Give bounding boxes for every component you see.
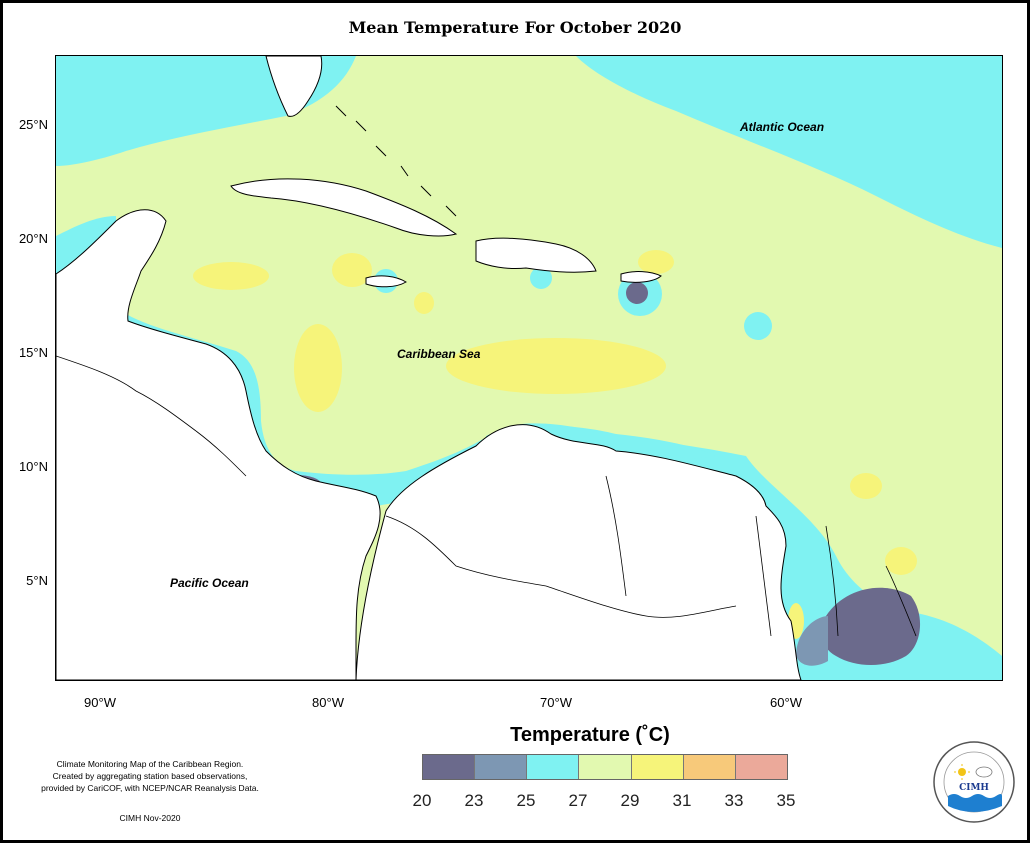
legend-swatch-2 [527, 755, 580, 779]
lat-label-25: 25°N [18, 117, 48, 132]
credit-date: CIMH Nov-2020 [119, 813, 181, 823]
lon-label-80: 80°W [312, 695, 344, 710]
legend-tick-20: 20 [412, 791, 432, 810]
map-title: Mean Temperature For October 2020 [348, 18, 682, 37]
legend-swatch-6 [735, 755, 787, 779]
map-canvas [56, 56, 1002, 680]
warm-patch-suriname [885, 547, 917, 575]
lon-label-90: 90°W [84, 695, 116, 710]
label-caribbean-sea: Caribbean Sea [397, 347, 481, 361]
florida [265, 56, 323, 117]
credit-line-1: Climate Monitoring Map of the Caribbean … [56, 759, 244, 769]
logo-text: CIMH [959, 783, 989, 793]
cimh-logo: CIMH [932, 740, 1016, 824]
legend-swatch-1 [475, 755, 528, 779]
label-pacific-ocean: Pacific Ocean [170, 576, 249, 590]
label-atlantic-ocean: Atlantic Ocean [740, 120, 825, 134]
lon-label-70: 70°W [540, 695, 572, 710]
legend-title: Temperature (˚C) [510, 724, 670, 746]
legend-tick-33: 33 [724, 791, 744, 810]
warm-patch-cayman [332, 253, 372, 287]
lat-label-15: 15°N [18, 345, 48, 360]
lesser-antilles-cool-zone [744, 312, 772, 340]
legend-swatch-5 [683, 755, 736, 779]
lat-label-10: 10°N [18, 459, 48, 474]
warm-patch-caribbean [446, 338, 666, 394]
credit-line-3: provided by CariCOF, with NCEP/NCAR Rean… [41, 783, 259, 793]
country-borders [56, 355, 917, 637]
warm-patch-yucatan [193, 262, 269, 290]
hispaniola [475, 237, 597, 273]
legend-tick-35: 35 [776, 791, 796, 810]
legend-tick-31: 31 [672, 791, 692, 810]
hispaniola-cool-zone [530, 267, 552, 289]
credit-line-2: Created by aggregating station based obs… [52, 771, 248, 781]
lat-label-20: 20°N [18, 231, 48, 246]
legend-tick-23: 23 [464, 791, 484, 810]
lon-label-60: 60°W [770, 695, 802, 710]
legend-tick-29: 29 [620, 791, 640, 810]
south-america [355, 424, 802, 680]
legend-tick-25: 25 [516, 791, 536, 810]
legend-swatch-0 [423, 755, 476, 779]
mexico-central-america [56, 209, 381, 680]
temperature-map[interactable] [55, 55, 1003, 681]
land-masses [56, 56, 802, 680]
bahamas [335, 105, 457, 217]
warm-patch-jamaica-south [414, 292, 434, 314]
legend-swatch-3 [579, 755, 632, 779]
warm-patch-guyana [850, 473, 882, 499]
puerto-rico [620, 271, 662, 283]
warm-patch-west [294, 324, 342, 412]
credit-text: Climate Monitoring Map of the Caribbean … [30, 758, 270, 794]
guiana-highlands-cool-fringe [796, 616, 828, 666]
lat-label-5: 5°N [26, 573, 48, 588]
atlantic-cool-zone [576, 56, 1002, 248]
jamaica [365, 275, 407, 288]
legend-swatch-4 [631, 755, 684, 779]
legend-tick-27: 27 [568, 791, 588, 810]
warm-patch-pr-north [638, 250, 674, 274]
puerto-rico-cold-spot [626, 282, 648, 304]
legend-colorbar [422, 754, 788, 780]
guiana-highlands-cold [821, 587, 921, 665]
cuba [230, 178, 458, 237]
